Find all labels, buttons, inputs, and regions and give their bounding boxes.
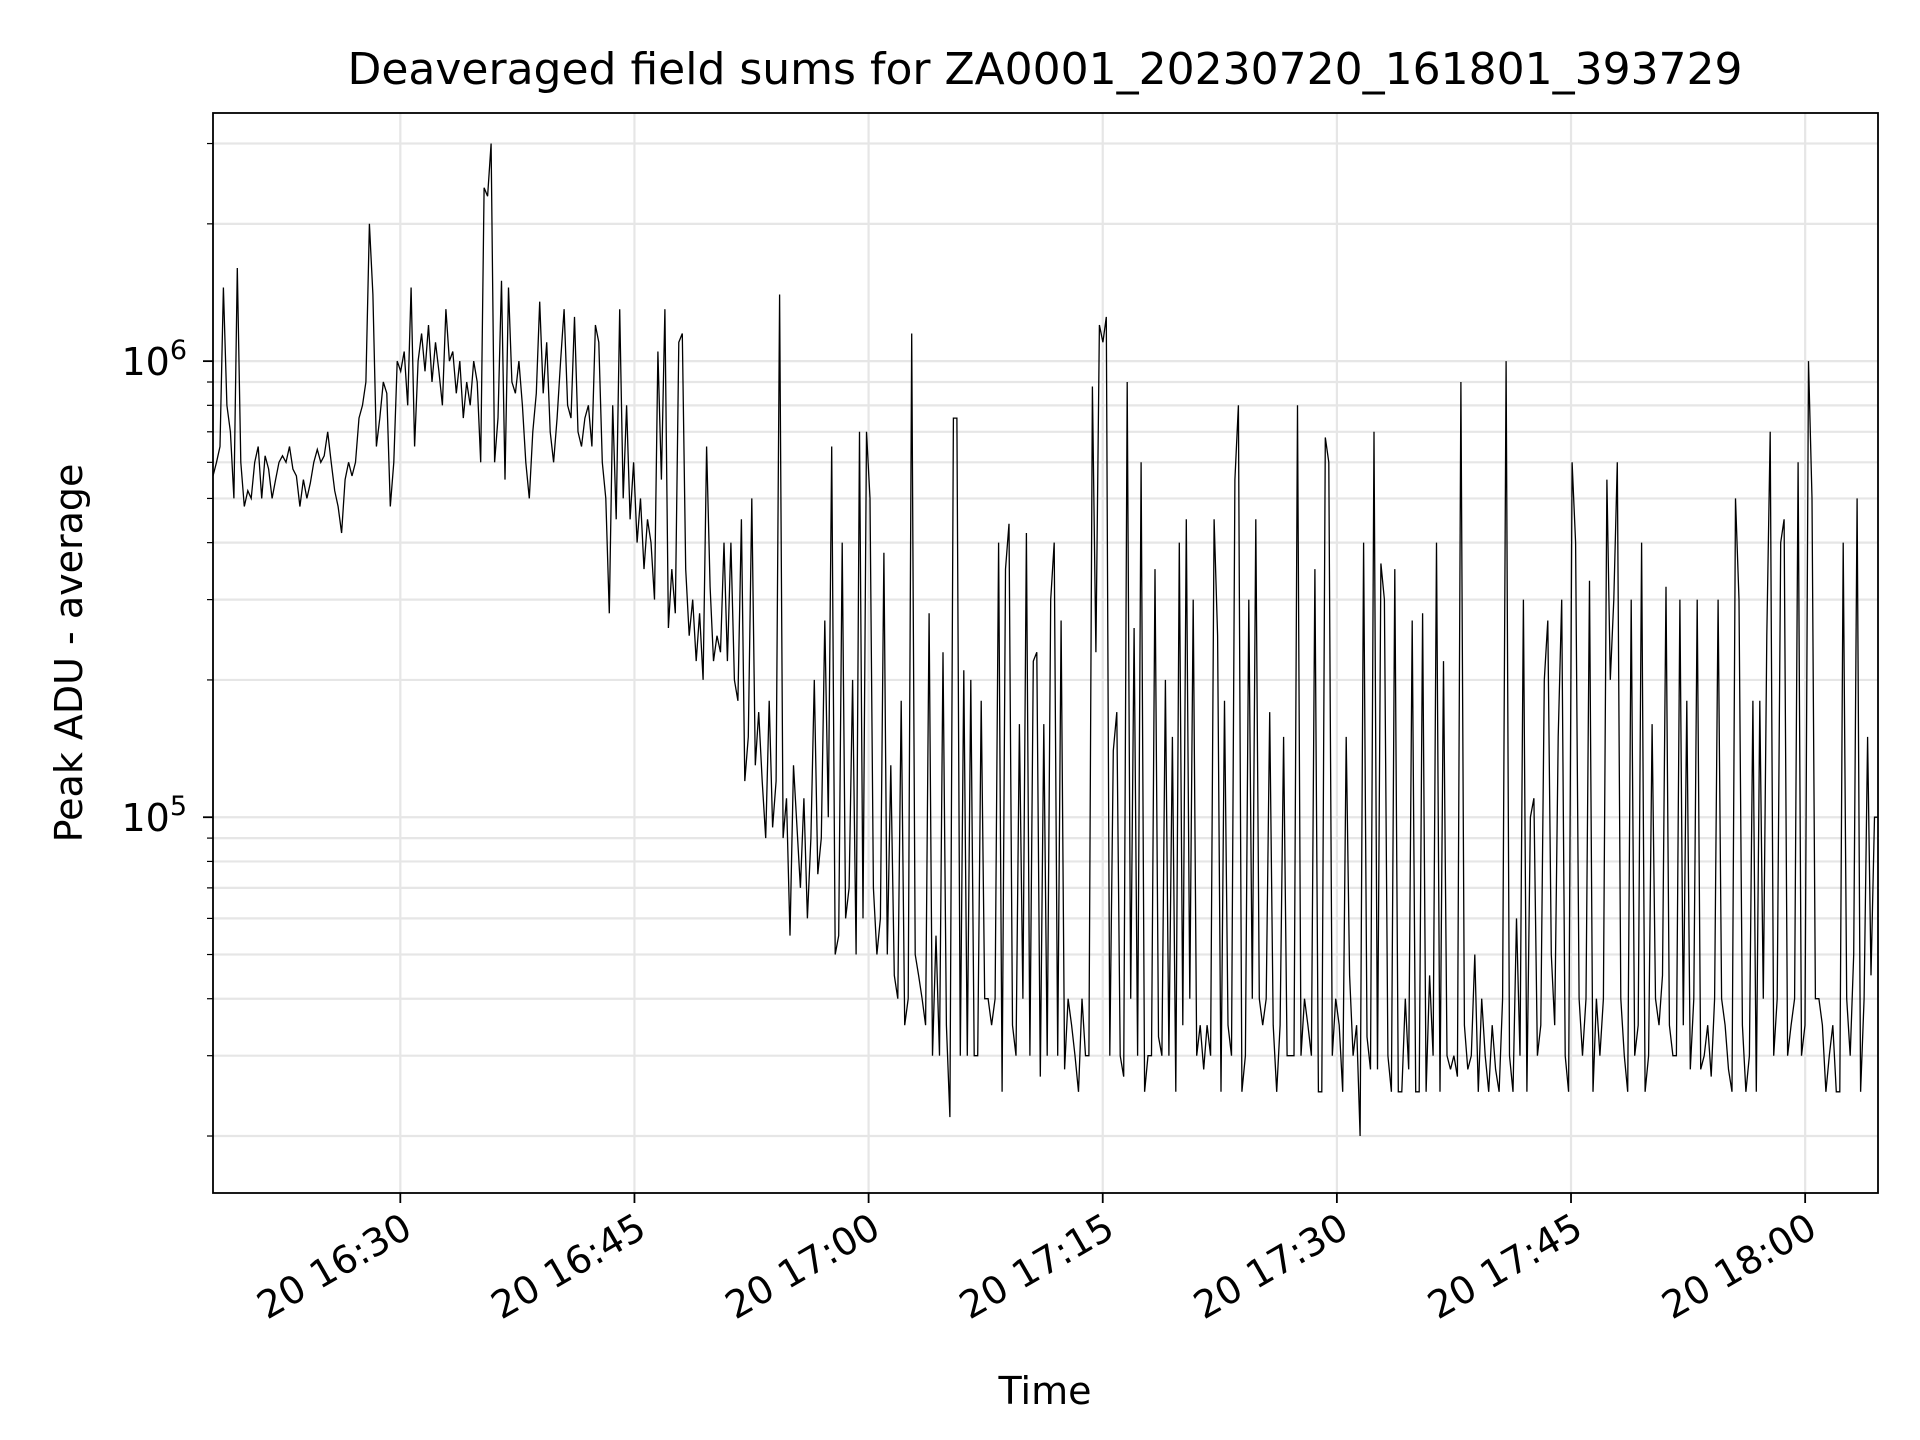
grid [213,113,1878,1193]
x-axis-label: Time [998,1369,1092,1413]
chart-title: Deaveraged field sums for ZA0001_2023072… [347,44,1742,95]
series-line-group [212,143,1878,1137]
plot-frame [212,112,1879,1194]
y-axis-ticks: 105 106 [121,142,213,1137]
series-line [212,143,1878,1137]
y-axis-label: Peak ADU - average [47,464,91,843]
y-tick-label: 105 [121,791,187,840]
y-tick-label: 106 [121,335,187,384]
